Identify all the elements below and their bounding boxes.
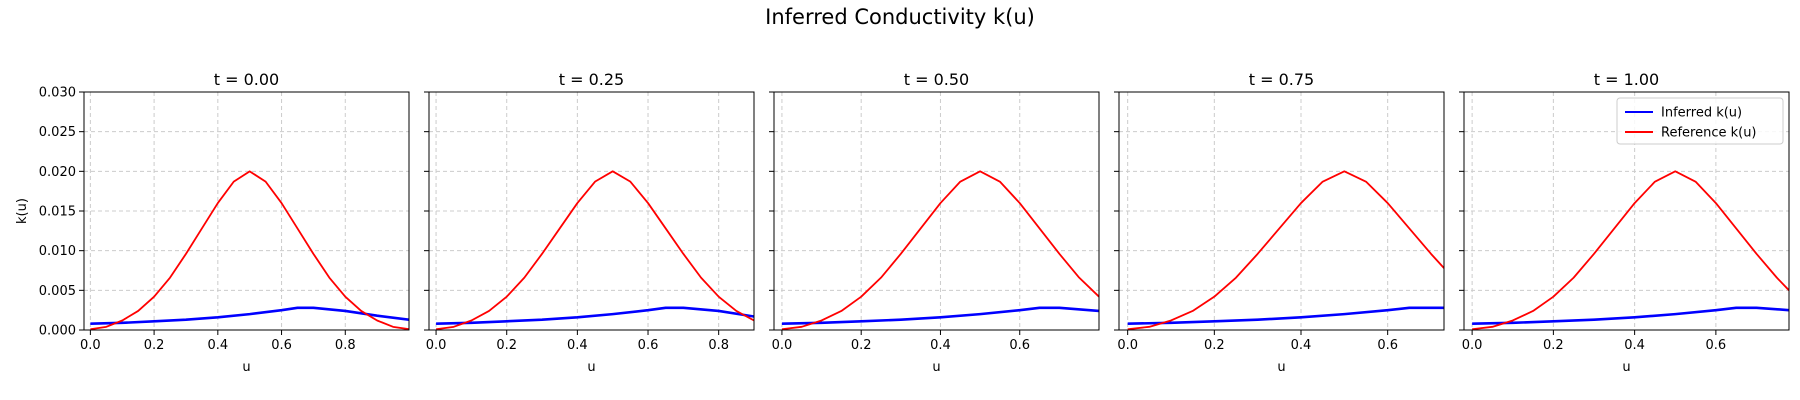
- reference-series-line: [90, 170, 409, 330]
- panel-4: 0.0 0.2 0.4 0.6 t = 1.00 u Inferred k(u) Refere…: [1459, 70, 1790, 375]
- x-tick-label: 0.0: [426, 338, 447, 353]
- x-tick-label: 0.4: [567, 338, 588, 353]
- panel-title: t = 0.50: [904, 70, 969, 89]
- x-tick-label: 0.6: [1377, 338, 1398, 353]
- x-axis-label: u: [242, 360, 250, 375]
- x-tick-label: 0.6: [1706, 338, 1727, 353]
- x-axis-label: u: [587, 360, 595, 375]
- reference-series-line: [1472, 170, 1789, 330]
- y-tick-label: 0.030: [39, 86, 76, 101]
- x-tick-label: 0.0: [1117, 338, 1138, 353]
- panel-2: 0.0 0.2 0.4 0.6 t = 0.50 u: [769, 70, 1100, 375]
- y-tick-label: 0.015: [39, 205, 76, 220]
- figure-title: Inferred Conductivity k(u): [765, 5, 1035, 29]
- y-axis-label: k(u): [15, 198, 30, 224]
- reference-series-line: [1127, 170, 1444, 330]
- x-tick-label: 0.4: [1291, 338, 1312, 353]
- x-tick-label: 0.0: [1462, 338, 1483, 353]
- x-tick-label: 0.0: [772, 338, 793, 353]
- x-tick-label: 0.4: [207, 338, 228, 353]
- x-tick-label: 0.6: [1009, 338, 1030, 353]
- x-tick-label: 0.4: [1624, 338, 1645, 353]
- x-tick-label: 0.4: [930, 338, 951, 353]
- panel-0: 0.0 0.2 0.4 0.6 0.8 0.000 0.005 0.010 0.015 0.020…: [15, 70, 410, 375]
- x-tick-label: 0.2: [496, 338, 517, 353]
- inferred-series-line: [781, 306, 1099, 325]
- x-tick-label: 0.8: [335, 338, 356, 353]
- y-tick-label: 0.000: [39, 324, 76, 339]
- x-tick-label: 0.2: [144, 338, 165, 353]
- y-tick-label: 0.005: [39, 284, 76, 299]
- panel-3: 0.0 0.2 0.4 0.6 t = 0.75 u: [1114, 70, 1445, 375]
- panels: 0.0 0.2 0.4 0.6 0.8 0.000 0.005 0.010 0.015 0.020…: [15, 70, 1790, 375]
- inferred-series-line: [90, 306, 409, 325]
- x-tick-label: 0.2: [1204, 338, 1225, 353]
- x-tick-label: 0.2: [1543, 338, 1564, 353]
- x-axis-label: u: [1622, 360, 1630, 375]
- panel-title: t = 1.00: [1594, 70, 1659, 89]
- legend-box: [1616, 97, 1784, 145]
- inferred-series-line: [1127, 306, 1444, 325]
- x-axis-label: u: [1277, 360, 1285, 375]
- y-tick-label: 0.025: [39, 125, 76, 140]
- gridlines: [84, 91, 409, 331]
- reference-series-line: [435, 170, 754, 330]
- legend-label: Inferred k(u): [1661, 106, 1742, 121]
- inferred-series-line: [436, 306, 754, 325]
- panel-title: t = 0.75: [1249, 70, 1314, 89]
- inferred-series-line: [1472, 306, 1789, 325]
- gridlines: [429, 91, 754, 331]
- x-tick-label: 0.2: [851, 338, 872, 353]
- legend-label: Reference k(u): [1661, 126, 1757, 141]
- x-tick-label: 0.0: [80, 338, 101, 353]
- x-tick-label: 0.8: [708, 338, 729, 353]
- y-tick-label: 0.010: [39, 244, 76, 259]
- panel-title: t = 0.25: [559, 70, 624, 89]
- reference-series-line: [781, 170, 1099, 330]
- x-tick-label: 0.6: [271, 338, 292, 353]
- x-axis-label: u: [932, 360, 940, 375]
- gridlines: [774, 91, 1099, 331]
- x-tick-label: 0.6: [638, 338, 659, 353]
- y-tick-label: 0.020: [39, 165, 76, 180]
- legend: Inferred k(u) Reference k(u): [1616, 97, 1784, 145]
- panel-title: t = 0.00: [214, 70, 279, 89]
- panel-1: 0.0 0.2 0.4 0.6 0.8 t = 0.25 u: [424, 70, 755, 375]
